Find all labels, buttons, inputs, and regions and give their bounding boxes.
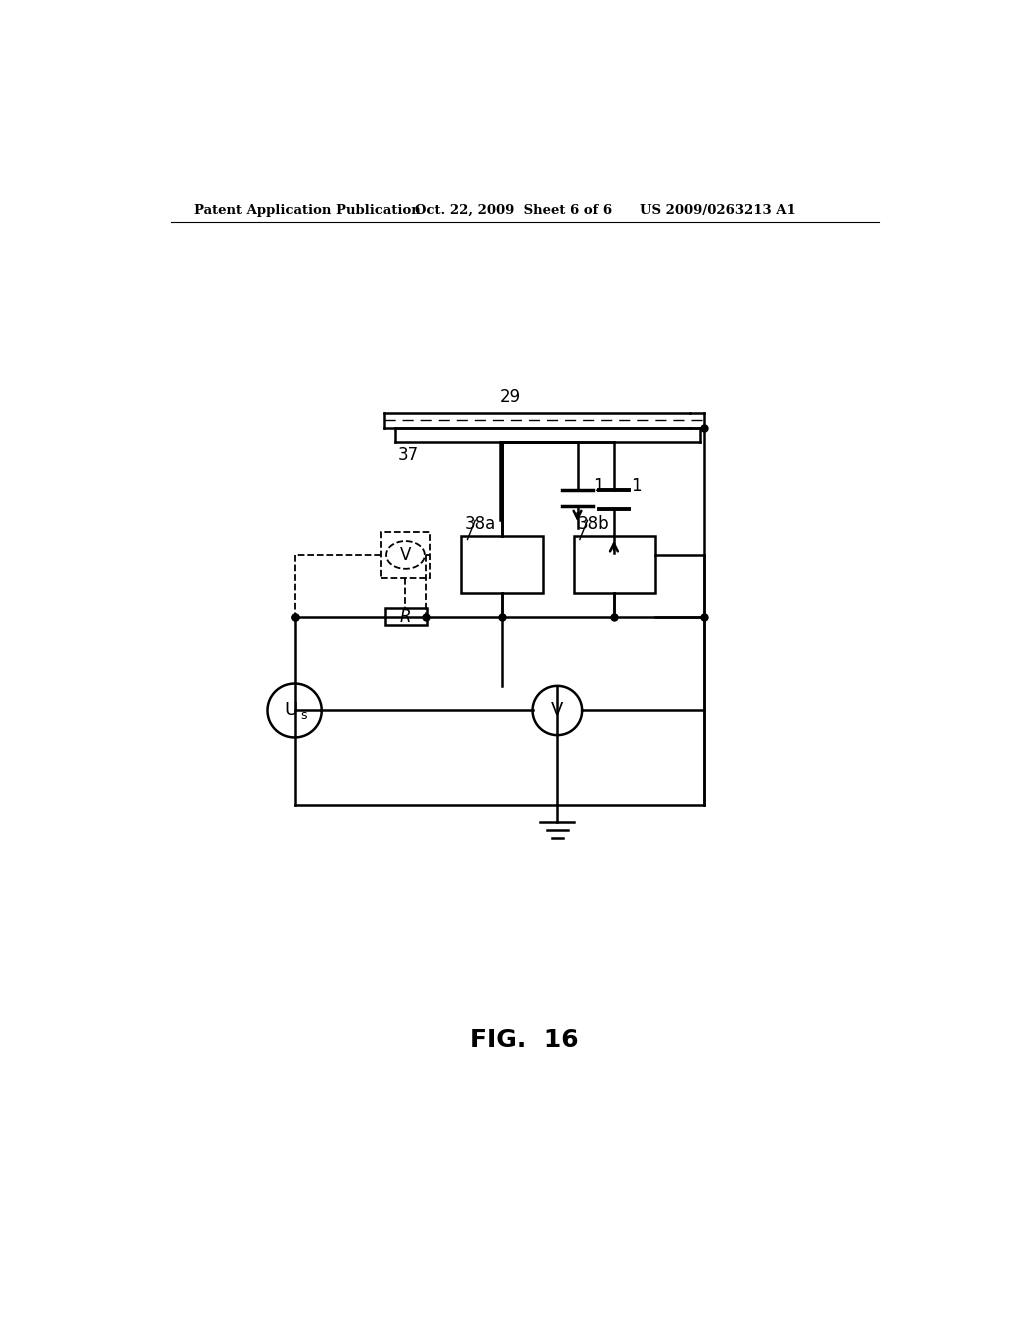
Text: US 2009/0263213 A1: US 2009/0263213 A1 — [640, 205, 796, 218]
Bar — [381, 532, 430, 578]
Bar — [573, 536, 655, 594]
Text: R: R — [399, 607, 412, 626]
Text: 29: 29 — [500, 388, 521, 407]
Text: U: U — [284, 701, 297, 719]
Text: 38b: 38b — [578, 515, 609, 533]
Text: s: s — [301, 709, 307, 722]
Text: 37: 37 — [397, 446, 419, 463]
Text: 1: 1 — [631, 477, 642, 495]
Text: Oct. 22, 2009  Sheet 6 of 6: Oct. 22, 2009 Sheet 6 of 6 — [415, 205, 612, 218]
Text: 38a: 38a — [465, 515, 497, 533]
Text: V: V — [399, 546, 412, 564]
Bar — [461, 536, 543, 594]
Text: 1: 1 — [593, 477, 603, 495]
Text: FIG.  16: FIG. 16 — [470, 1028, 580, 1052]
Text: V: V — [551, 701, 563, 719]
Bar — [385, 609, 427, 626]
Text: Patent Application Publication: Patent Application Publication — [194, 205, 421, 218]
